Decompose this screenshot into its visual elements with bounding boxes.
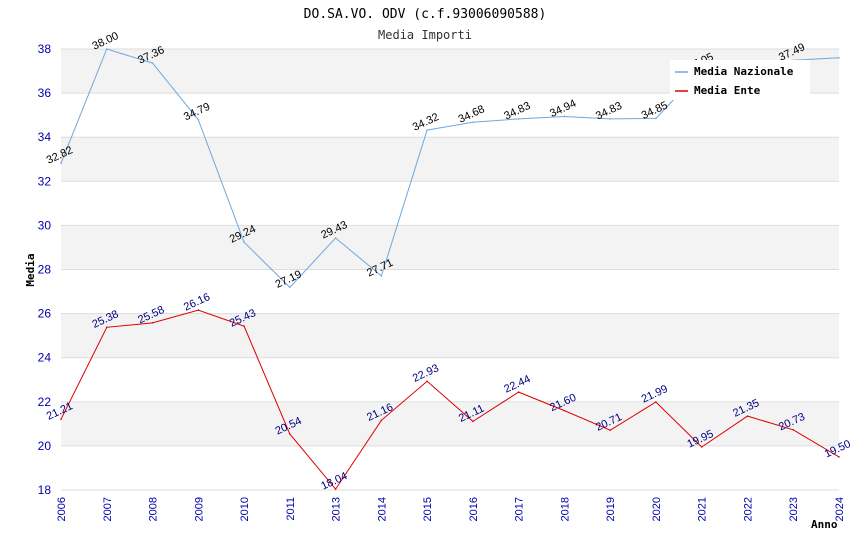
grid-band	[61, 313, 839, 358]
x-tick-label: 2008	[148, 497, 160, 521]
legend-label-ente: Media Ente	[694, 84, 761, 97]
x-tick-label: 2010	[239, 497, 251, 521]
data-point	[746, 415, 749, 417]
grid-bands	[61, 49, 839, 490]
grid-band	[61, 269, 839, 314]
x-tick-label: 2024	[834, 497, 846, 521]
x-tick-label: 2022	[742, 497, 754, 521]
y-tick-label: 26	[38, 307, 52, 321]
y-tick-label: 20	[38, 439, 52, 453]
y-tick-label: 36	[38, 86, 52, 100]
x-tick-label: 2007	[102, 497, 114, 521]
y-tick-label: 30	[38, 218, 52, 232]
data-point	[151, 62, 154, 64]
x-tick-label: 2006	[56, 497, 68, 521]
legend-box	[670, 60, 810, 100]
data-point	[105, 326, 108, 329]
x-tick-label: 2016	[468, 497, 480, 521]
x-tick-label: 2019	[605, 497, 617, 521]
y-tick-label: 24	[38, 351, 52, 365]
data-point	[105, 48, 108, 50]
grid-band	[61, 225, 839, 270]
x-tick-label: 2023	[788, 497, 800, 521]
y-axis-ticks: 18 20 22 24 26 28 30 32 34 36 38	[38, 42, 52, 497]
y-axis-label: Media	[24, 253, 37, 286]
legend: Media Nazionale Media Ente	[670, 60, 810, 100]
series-line-ente	[60, 309, 840, 490]
x-axis-label: Anno	[811, 518, 838, 531]
x-tick-label: 2020	[651, 497, 663, 521]
x-tick-label: 2018	[559, 497, 571, 521]
data-point	[655, 401, 657, 403]
data-point	[792, 429, 795, 431]
grid-band	[61, 357, 839, 402]
chart-subtitle: Media Importi	[378, 28, 472, 42]
x-tick-label: 2015	[422, 497, 434, 521]
grid-band	[61, 401, 839, 446]
x-tick-label: 2009	[193, 497, 205, 521]
data-point	[151, 322, 154, 324]
grid-band	[61, 181, 839, 226]
x-tick-label: 2013	[331, 497, 343, 521]
x-tick-label: 2017	[514, 497, 526, 521]
y-tick-label: 22	[38, 395, 52, 409]
grid-band	[61, 137, 839, 182]
data-point	[380, 419, 383, 422]
y-tick-label: 38	[38, 42, 52, 56]
grid-band	[61, 445, 839, 490]
x-tick-label: 2014	[376, 497, 388, 521]
data-point	[517, 391, 520, 393]
data-point	[243, 241, 245, 243]
x-tick-label: 2011	[285, 497, 297, 521]
x-tick-label: 2021	[697, 497, 709, 521]
legend-label-nazionale: Media Nazionale	[694, 65, 794, 78]
data-point	[609, 429, 611, 432]
data-point	[655, 117, 657, 120]
data-point	[838, 57, 840, 59]
y-tick-label: 18	[38, 483, 52, 497]
data-point	[60, 162, 62, 165]
grid-band	[61, 93, 839, 138]
data-point	[563, 115, 566, 118]
data-point	[472, 121, 474, 124]
data-point	[609, 118, 611, 120]
y-tick-label: 28	[38, 263, 52, 277]
data-point	[289, 286, 291, 289]
data-point	[517, 118, 520, 120]
data-point	[289, 433, 291, 435]
data-point	[472, 420, 474, 423]
data-point	[426, 129, 428, 131]
data-point	[563, 409, 566, 412]
data-point	[838, 456, 840, 458]
chart-title: DO.SA.VO. ODV (c.f.93006090588)	[304, 7, 547, 22]
data-point	[426, 380, 428, 383]
data-point	[334, 488, 337, 490]
data-point	[334, 237, 337, 239]
x-axis-ticks: 2006 2007 2008 2009 2010 2011 2013 2014 2015 2016…	[56, 497, 846, 521]
y-tick-label: 32	[38, 174, 52, 188]
data-point	[380, 275, 383, 277]
data-point	[700, 446, 703, 448]
y-tick-label: 34	[38, 130, 52, 144]
data-point	[243, 325, 245, 327]
data-point	[197, 118, 200, 121]
data-point	[60, 418, 62, 421]
data-point	[197, 309, 200, 311]
